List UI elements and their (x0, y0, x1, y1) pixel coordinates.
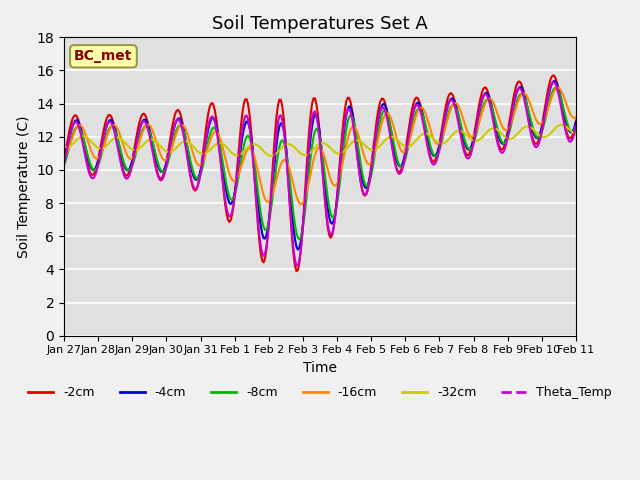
-4cm (551, 78, 559, 84)
-4cm (284, 163, 292, 169)
-8cm (212, 129, 220, 134)
-8cm (239, 151, 246, 156)
-2cm (545, 83, 553, 88)
-8cm (123, 166, 131, 172)
-4cm (239, 135, 246, 141)
Line: -8cm: -8cm (64, 88, 576, 239)
-4cm (572, 119, 580, 125)
-2cm (292, 268, 300, 274)
Theta_Temp (545, 90, 553, 96)
-16cm (554, 84, 561, 90)
-2cm (284, 173, 292, 179)
Theta_Temp (212, 128, 220, 133)
Theta_Temp (123, 176, 131, 181)
-2cm (60, 156, 68, 162)
-32cm (267, 153, 275, 159)
-16cm (297, 201, 305, 207)
-2cm (572, 118, 580, 123)
-32cm (60, 144, 68, 150)
-32cm (572, 132, 580, 138)
-32cm (212, 141, 220, 147)
-32cm (545, 132, 553, 138)
-16cm (60, 155, 68, 161)
X-axis label: Time: Time (303, 361, 337, 375)
Line: -16cm: -16cm (64, 87, 576, 204)
Theta_Temp (230, 201, 237, 206)
-16cm (230, 178, 237, 184)
-16cm (239, 160, 246, 166)
-16cm (572, 114, 580, 120)
Theta_Temp (284, 175, 292, 181)
-8cm (572, 123, 580, 129)
-2cm (239, 111, 246, 117)
Text: BC_met: BC_met (74, 49, 132, 63)
-32cm (558, 122, 566, 128)
-32cm (123, 142, 131, 147)
-8cm (545, 100, 553, 106)
-2cm (212, 119, 220, 124)
Title: Soil Temperatures Set A: Soil Temperatures Set A (212, 15, 428, 33)
-16cm (212, 129, 220, 134)
-8cm (552, 85, 560, 91)
-2cm (549, 72, 557, 78)
Theta_Temp (549, 79, 557, 85)
-8cm (284, 162, 292, 168)
-4cm (212, 123, 220, 129)
Theta_Temp (60, 162, 68, 168)
Legend: -2cm, -4cm, -8cm, -16cm, -32cm, Theta_Temp: -2cm, -4cm, -8cm, -16cm, -32cm, Theta_Te… (23, 381, 617, 404)
Theta_Temp (572, 123, 580, 129)
-2cm (123, 173, 131, 179)
-2cm (230, 201, 237, 206)
-8cm (296, 236, 303, 242)
Line: -2cm: -2cm (64, 75, 576, 271)
Y-axis label: Soil Temperature (C): Soil Temperature (C) (17, 115, 31, 258)
-32cm (230, 151, 237, 157)
-32cm (239, 150, 246, 156)
-4cm (545, 91, 553, 96)
-32cm (285, 141, 293, 147)
-4cm (123, 167, 131, 173)
-16cm (545, 103, 553, 108)
Line: -32cm: -32cm (64, 125, 576, 156)
Line: -4cm: -4cm (64, 81, 576, 250)
-16cm (123, 152, 131, 157)
-16cm (284, 161, 292, 167)
-4cm (60, 158, 68, 164)
Line: Theta_Temp: Theta_Temp (64, 82, 576, 266)
-4cm (230, 194, 237, 200)
-8cm (230, 195, 237, 201)
Theta_Temp (239, 127, 246, 132)
-8cm (60, 162, 68, 168)
-4cm (294, 247, 301, 252)
Theta_Temp (294, 263, 301, 269)
